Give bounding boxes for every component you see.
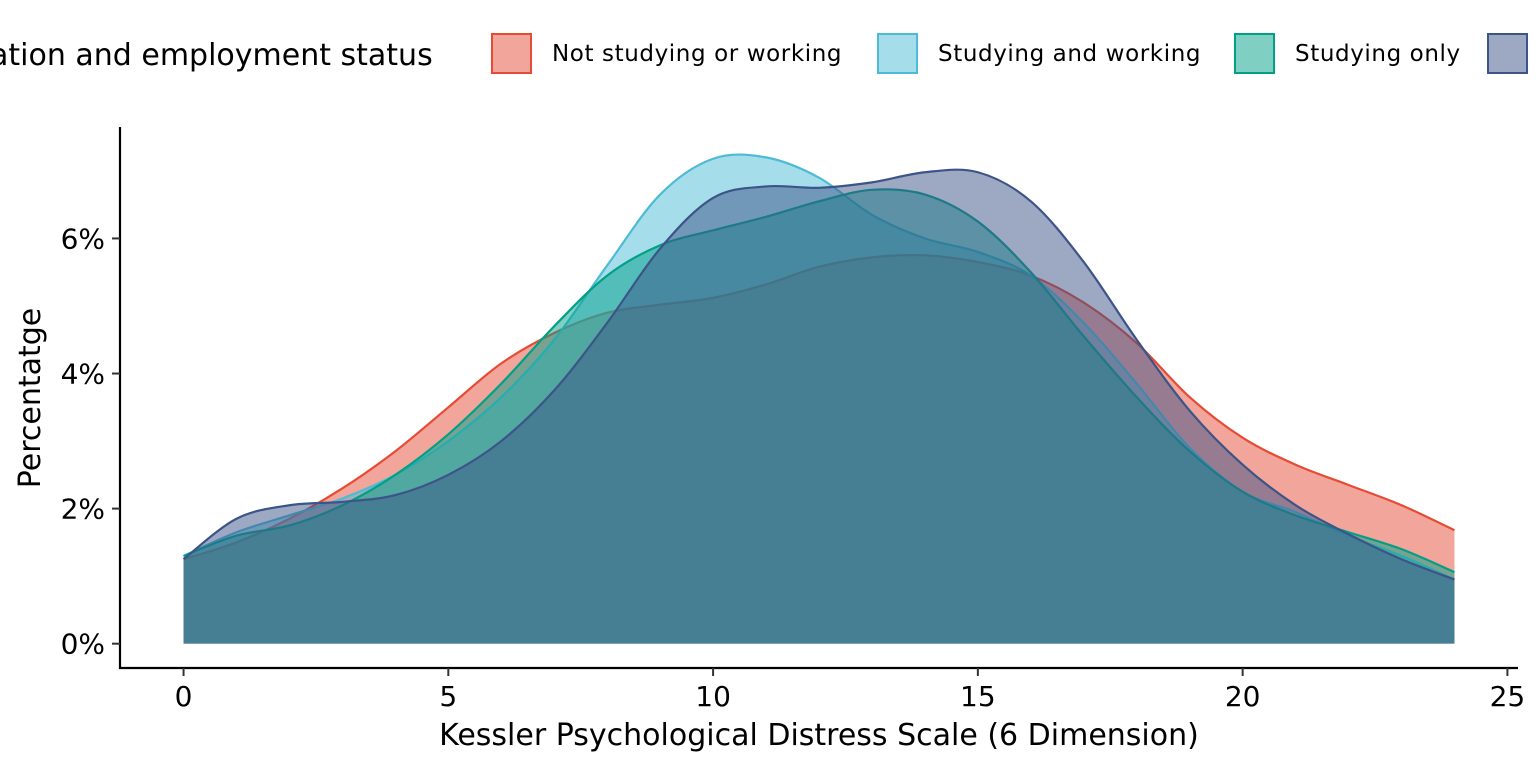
axes-layer: 0 5 10 15 20 25 0% 2% 4% 6% [61, 127, 1526, 713]
legend-key [491, 33, 532, 74]
y-tick-label: 2% [61, 493, 105, 526]
legend-label: Studying only [1295, 41, 1461, 67]
y-tick-label: 6% [61, 222, 105, 255]
legend-key [877, 33, 918, 74]
y-axis-title: Percentatge [13, 308, 48, 489]
legend-key [1487, 33, 1528, 74]
legend-label: Not studying or working [552, 41, 843, 67]
x-tick-label: 10 [695, 680, 731, 713]
x-tick-label: 15 [960, 680, 996, 713]
series-area-3 [183, 169, 1455, 644]
legend-key [1234, 33, 1275, 74]
x-axis-title: Kessler Psychological Distress Scale (6 … [439, 718, 1199, 753]
series-line-3 [182, 168, 1455, 581]
x-tick-label: 5 [439, 680, 457, 713]
x-tick-label: 20 [1225, 680, 1261, 713]
y-tick-label: 0% [61, 628, 105, 661]
legend-title: ation and employment status [0, 38, 433, 73]
y-tick-label: 4% [61, 358, 105, 391]
x-tick-label: 0 [175, 680, 193, 713]
x-tick-label: 25 [1490, 680, 1526, 713]
series-layer [182, 153, 1455, 644]
legend-label: Studying and working [938, 41, 1202, 67]
